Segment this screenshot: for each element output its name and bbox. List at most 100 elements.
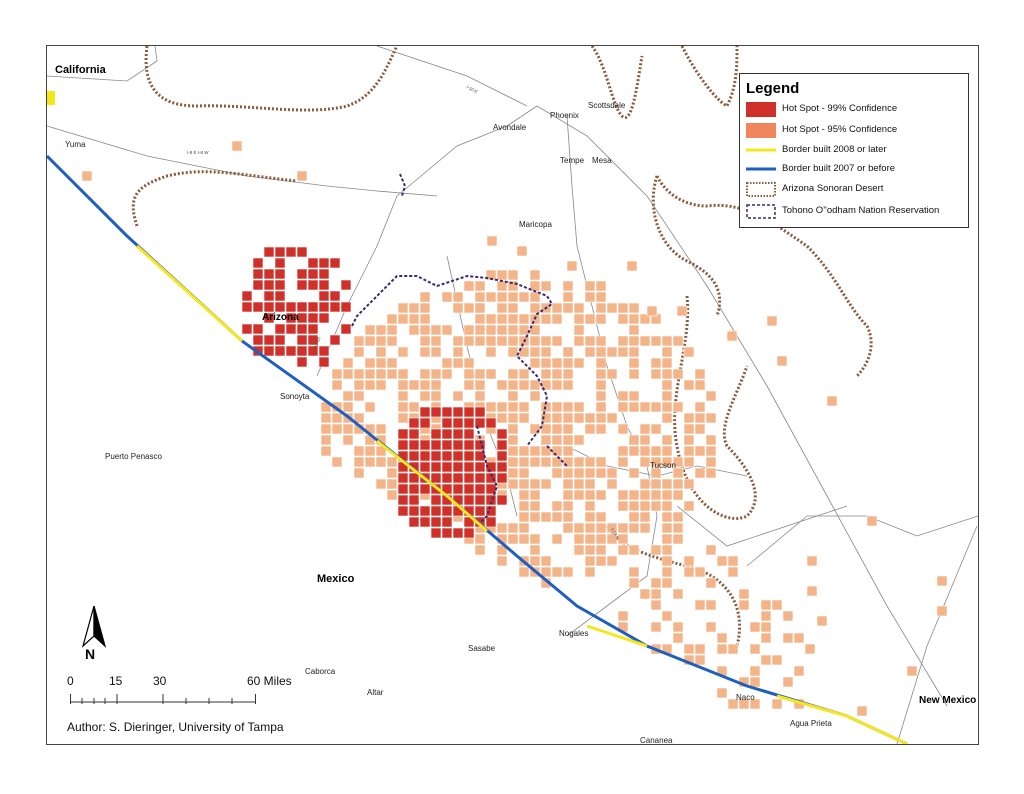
hotspot-cell-95 (496, 379, 508, 391)
hotspot-cell-95 (646, 305, 658, 317)
hotspot-cell-95 (584, 511, 596, 523)
hotspot-cell-95 (595, 379, 607, 391)
hotspot-cell-95 (529, 445, 541, 457)
hotspot-cell-95 (342, 434, 354, 446)
hotspot-cell-95 (606, 555, 618, 567)
hotspot-cell-99 (296, 356, 308, 368)
hotspot-cell-95 (617, 313, 629, 325)
hotspot-cell-95 (595, 302, 607, 314)
border-new-segment (135, 244, 244, 343)
hotspot-cell-99 (474, 406, 486, 418)
hotspot-cell-95 (485, 313, 497, 325)
map-frame[interactable]: California Arizona Mexico New Mexico Yum… (46, 45, 979, 745)
hotspot-cell-99 (307, 268, 319, 280)
place-label-scottsdale: Scottsdale (588, 101, 626, 110)
hotspot-cell-95 (672, 335, 684, 347)
hotspot-cell-99 (263, 301, 275, 313)
hotspot-cell-99 (452, 461, 464, 473)
hotspot-cell-99 (252, 268, 264, 280)
hotspot-cell-95 (617, 489, 629, 501)
hotspot-cell-95 (672, 621, 684, 633)
hotspot-cell-95 (661, 368, 673, 380)
hotspot-cell-95 (441, 291, 453, 303)
hotspot-cell-95 (364, 324, 376, 336)
hotspot-cell-95 (529, 269, 541, 281)
hotspot-cell-95 (375, 324, 387, 336)
hotspot-cell-99 (452, 483, 464, 495)
hotspot-cell-99 (307, 334, 319, 346)
hotspot-cell-99 (441, 417, 453, 429)
hotspot-cell-95 (540, 368, 552, 380)
place-label-agua-prieta: Agua Prieta (790, 719, 832, 728)
hotspot-cell-95 (639, 401, 651, 413)
hotspot-cell-95 (496, 335, 508, 347)
hotspot-cell-95 (672, 478, 684, 490)
hotspot-cell-95 (496, 302, 508, 314)
hotspot-cell-95 (650, 544, 662, 556)
hotspot-cell-95 (430, 368, 442, 380)
legend-swatch-hot95 (746, 123, 776, 138)
hotspot-cell-95 (364, 335, 376, 347)
hotspot-cell-95 (430, 335, 442, 347)
hotspot-cell-95 (694, 379, 706, 391)
hotspot-cell-95 (694, 368, 706, 380)
hotspot-cell-95 (463, 302, 475, 314)
hotspot-cell-95 (463, 335, 475, 347)
hotspot-cell-99 (496, 472, 508, 484)
hotspot-cell-95 (617, 522, 629, 534)
hotspot-cell-95 (683, 478, 695, 490)
hotspot-cell-95 (639, 423, 651, 435)
hotspot-cell-95 (452, 390, 464, 402)
hotspot-cell-95 (584, 280, 596, 292)
hotspot-cell-95 (507, 456, 519, 468)
hotspot-cell-99 (463, 494, 475, 506)
hotspot-cell-95 (683, 423, 695, 435)
hotspot-cell-99 (340, 279, 352, 291)
legend: Legend Hot Spot - 99% Confidence Hot Spo… (739, 73, 969, 228)
reservation-boundary (351, 173, 568, 527)
hotspot-cell-95 (628, 489, 640, 501)
hotspot-cell-99 (496, 450, 508, 462)
hotspot-cell-95 (419, 368, 431, 380)
hotspot-cell-95 (628, 302, 640, 314)
hotspot-cell-95 (595, 313, 607, 325)
hotspot-cell-95 (496, 324, 508, 336)
hotspot-cell-95 (551, 434, 563, 446)
hotspot-cell-99 (452, 527, 464, 539)
hotspot-cell-99 (474, 505, 486, 517)
hotspot-cell-95 (573, 302, 585, 314)
hotspot-cell-99 (296, 246, 308, 258)
map-canvas[interactable] (47, 46, 978, 744)
north-arrow-icon (81, 605, 107, 648)
hotspot-cell-95 (364, 445, 376, 457)
hotspot-cell-95 (628, 335, 640, 347)
hotspot-cell-95 (408, 302, 420, 314)
hotspot-cell-95 (584, 423, 596, 435)
hotspot-cell-95 (617, 610, 629, 622)
scale-tick-label: 30 (153, 674, 167, 688)
hotspot-cell-99 (285, 246, 297, 258)
hotspot-cell-95 (518, 401, 530, 413)
road-line (896, 525, 978, 744)
hotspot-cell-95 (419, 324, 431, 336)
hotspot-cell-95 (595, 390, 607, 402)
hotspot-cell-95 (628, 500, 640, 512)
hotspot-cell-99 (463, 527, 475, 539)
hotspot-cell-99 (296, 334, 308, 346)
hotspot-cell-95 (562, 522, 574, 534)
hotspot-cell-95 (639, 588, 651, 600)
hotspot-cell-95 (397, 346, 409, 358)
hotspot-cell-95 (353, 368, 365, 380)
hotspot-cell-95 (672, 533, 684, 545)
hotspot-cell-95 (474, 379, 486, 391)
hotspot-cell-95 (650, 357, 662, 369)
hotspot-cell-95 (617, 346, 629, 358)
hotspot-cell-95 (606, 302, 618, 314)
hotspot-cell-95 (518, 522, 530, 534)
hotspot-cell-95 (716, 632, 728, 644)
hotspot-cell-95 (639, 445, 651, 457)
legend-item-hot99: Hot Spot - 99% Confidence (746, 102, 966, 117)
hotspot-cell-95 (516, 245, 528, 257)
hotspot-cell-95 (540, 566, 552, 578)
hotspot-cell-95 (397, 412, 409, 424)
